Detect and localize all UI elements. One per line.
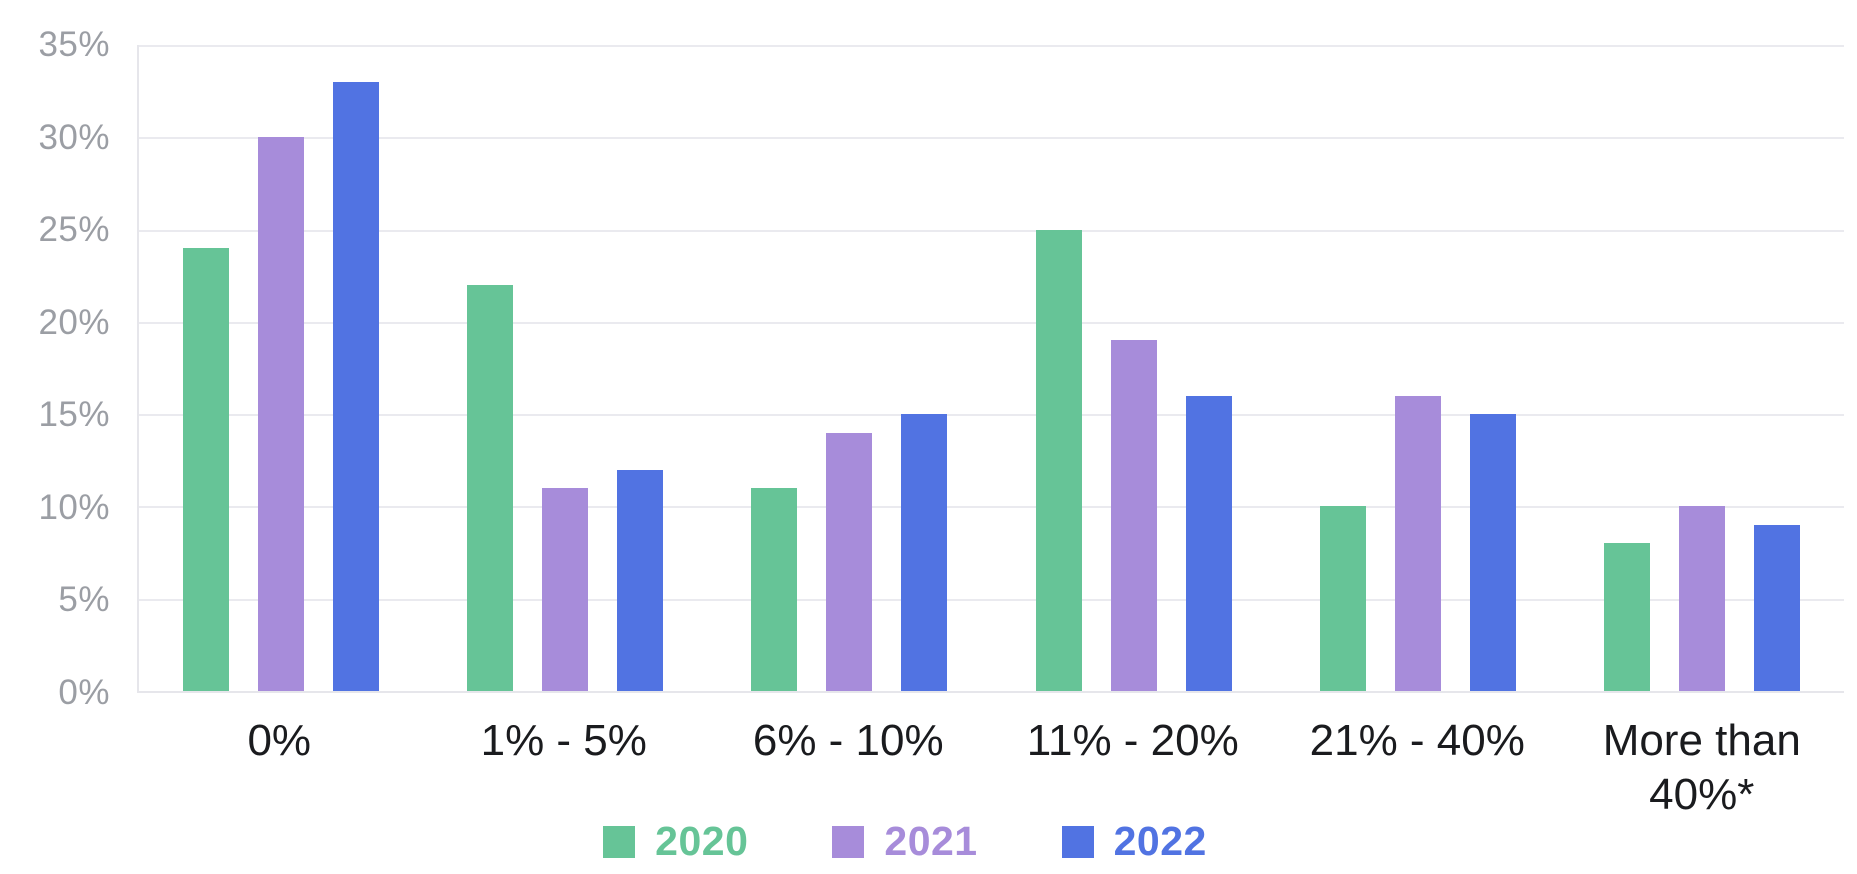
gridline-20% [139, 321, 1844, 324]
bar-group-3 [707, 45, 991, 691]
y-tick-label: 30% [38, 117, 110, 157]
bar-2022-6 [1753, 524, 1800, 691]
bar-2021-5 [1394, 395, 1441, 691]
legend-item-2021: 2021 [832, 818, 977, 865]
gridline-30% [139, 137, 1844, 140]
legend-label-2022: 2022 [1113, 818, 1207, 864]
x-category-label-text: More than 40%* [1602, 716, 1801, 819]
bar-2021-6 [1678, 506, 1725, 691]
gridline-35% [139, 45, 1844, 47]
bar-2021-4 [1110, 340, 1157, 691]
legend-label-2021: 2021 [884, 818, 978, 864]
x-category-label: 21% - 40% [1275, 714, 1560, 821]
bar-group-4 [992, 45, 1276, 691]
bar-2020-3 [751, 487, 798, 691]
bar-2022-4 [1185, 395, 1232, 691]
bar-2021-3 [826, 432, 873, 691]
y-tick-label: 0% [58, 673, 110, 712]
bar-2021-2 [542, 487, 589, 691]
x-category-label-text: 6% - 10% [752, 716, 944, 765]
x-axis: 0% 1% - 5% 6% - 10% 11% - 20% 21% - 40% More … [137, 714, 1844, 821]
bar-2022-1 [333, 81, 380, 691]
x-category-label: 6% - 10% [706, 714, 991, 821]
legend-label-2020: 2020 [655, 818, 749, 864]
legend: 2020 2021 2022 [0, 818, 1810, 865]
gridline-25% [139, 229, 1844, 232]
bar-group-6 [1560, 45, 1844, 691]
gridline-10% [139, 506, 1844, 509]
x-category-label-text: 21% - 40% [1309, 716, 1525, 765]
bar-2021-1 [258, 137, 305, 691]
bar-2020-5 [1319, 506, 1366, 691]
x-category-label-text: 0% [247, 716, 312, 765]
x-category-label-text: 11% - 20% [1026, 716, 1239, 765]
y-tick-label: 15% [38, 395, 110, 435]
legend-swatch-2020 [603, 825, 636, 858]
bar-2020-4 [1035, 229, 1082, 691]
bar-2020-2 [467, 284, 514, 691]
y-tick-label: 20% [38, 302, 110, 342]
bar-2020-1 [183, 248, 230, 691]
y-tick-label: 10% [38, 487, 110, 527]
y-tick-label: 25% [38, 210, 110, 250]
y-tick-label: 35% [38, 25, 110, 64]
bar-group-2 [423, 45, 707, 691]
y-tick-label: 5% [58, 580, 110, 620]
gridline-5% [139, 598, 1844, 601]
bar-2022-5 [1469, 414, 1516, 691]
legend-item-2022: 2022 [1061, 818, 1207, 865]
bar-2020-6 [1603, 543, 1650, 691]
plot-area [137, 45, 1844, 693]
bar-2022-2 [617, 469, 664, 691]
x-category-label: 0% [137, 714, 422, 821]
bar-group-1 [139, 45, 423, 691]
gridline-15% [139, 414, 1844, 417]
x-category-label-text: 1% - 5% [480, 716, 647, 765]
legend-swatch-2022 [1061, 825, 1094, 858]
y-axis: 35% 30% 25% 20% 15% 10% 5% 0% [0, 25, 110, 712]
bar-groups [139, 45, 1844, 691]
bar-group-5 [1276, 45, 1560, 691]
legend-swatch-2021 [832, 825, 865, 858]
bar-2022-3 [901, 414, 948, 691]
x-category-label: 1% - 5% [422, 714, 707, 821]
x-category-label: 11% - 20% [991, 714, 1276, 821]
x-category-label: More than 40%* [1560, 714, 1845, 821]
legend-item-2020: 2020 [603, 818, 748, 865]
